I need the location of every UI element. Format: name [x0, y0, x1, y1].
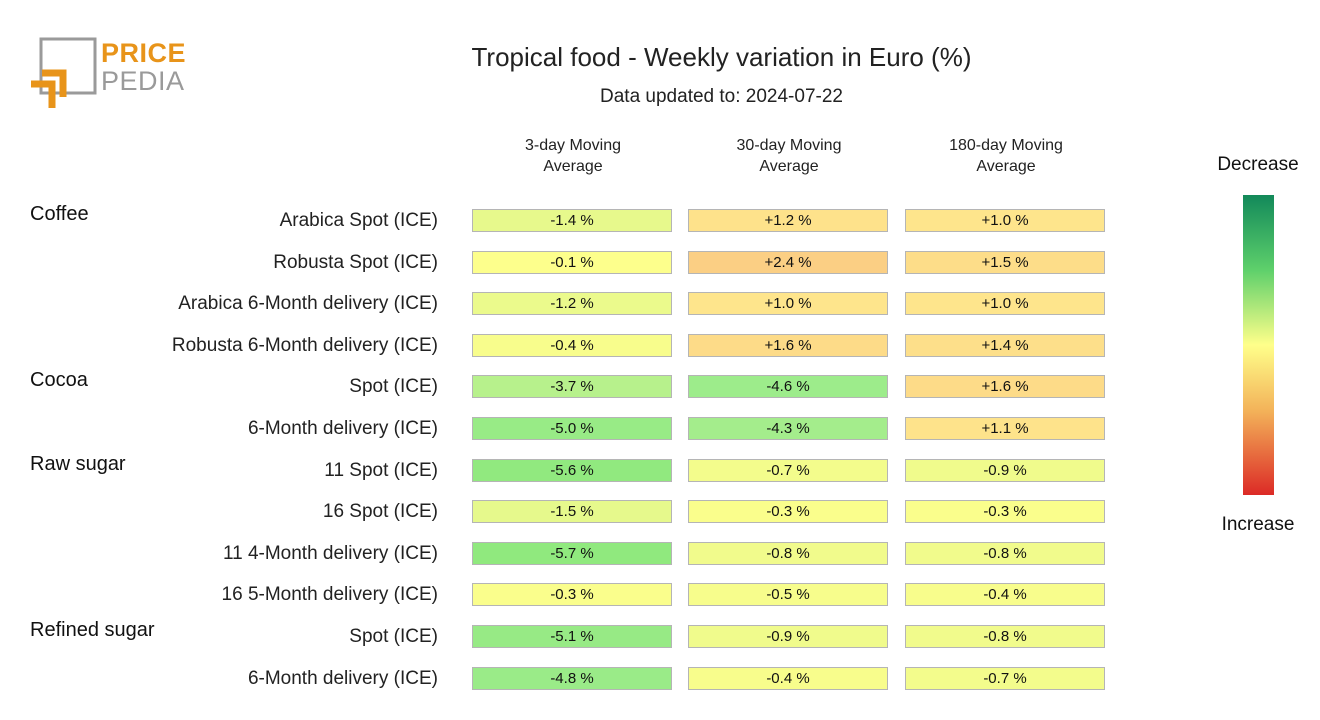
- group-label: Refined sugar: [30, 619, 155, 641]
- value-cell: -5.6 %: [472, 458, 672, 482]
- value-cell: -1.4 %: [472, 209, 672, 232]
- value-cell: -5.0 %: [472, 417, 672, 440]
- value-cell: -0.9 %: [905, 458, 1105, 482]
- value-cell: -1.2 %: [472, 292, 672, 316]
- column-header-line: Average: [976, 158, 1036, 175]
- value-cell: -0.7 %: [688, 458, 888, 482]
- group-label: Coffee: [30, 203, 89, 225]
- value-cell: -0.3 %: [688, 500, 888, 524]
- value-cell: -1.5 %: [472, 500, 672, 524]
- row-label: 11 4-Month delivery (ICE): [222, 542, 438, 564]
- row-label: Arabica 6-Month delivery (ICE): [178, 293, 438, 315]
- value-cell: -0.1 %: [472, 250, 672, 274]
- column-header: 180-day Moving Average: [905, 135, 1107, 177]
- value-cell: -5.7 %: [472, 541, 672, 565]
- column-header-line: 3-day Moving: [524, 137, 622, 154]
- pricepedia-logo: PRICE PEDIA: [28, 36, 198, 112]
- value-cell: +1.0 %: [905, 209, 1105, 232]
- value-cell: -0.9 %: [688, 625, 888, 648]
- value-cell: -4.6 %: [688, 375, 888, 399]
- column-header-line: Average: [759, 158, 819, 175]
- logo-mark: [31, 37, 97, 108]
- column-header-line: 30-day Moving: [736, 137, 842, 154]
- row-label: Arabica Spot (ICE): [279, 210, 438, 231]
- value-cell: -3.7 %: [472, 375, 672, 399]
- value-cell: +1.5 %: [905, 250, 1105, 274]
- logo-word-pedia: PEDIA: [101, 66, 185, 96]
- column-header: 30-day Moving Average: [688, 135, 890, 177]
- row-label: 6-Month delivery (ICE): [247, 418, 438, 439]
- row-label: 16 5-Month delivery (ICE): [221, 584, 438, 606]
- value-cell: +1.6 %: [688, 333, 888, 357]
- chart-title: Tropical food - Weekly variation in Euro…: [471, 42, 972, 72]
- row-label: Spot (ICE): [349, 626, 438, 647]
- color-scale-bar: [1243, 195, 1274, 495]
- row-label: 16 Spot (ICE): [322, 501, 438, 523]
- value-cell: -0.8 %: [905, 625, 1105, 648]
- row-label: Robusta Spot (ICE): [273, 251, 438, 273]
- value-cell: +1.0 %: [905, 292, 1105, 316]
- row-label: 6-Month delivery (ICE): [247, 667, 438, 689]
- value-cell: -0.4 %: [472, 333, 672, 357]
- value-cell: -4.8 %: [472, 666, 672, 690]
- value-cell: -0.3 %: [905, 500, 1105, 524]
- value-cell: +1.4 %: [905, 333, 1105, 357]
- value-cell: -0.3 %: [472, 583, 672, 607]
- row-label: Spot (ICE): [349, 376, 438, 398]
- legend-decrease-label: Decrease: [1217, 154, 1299, 175]
- value-cell: -0.7 %: [905, 666, 1105, 690]
- chart-subtitle: Data updated to: 2024-07-22: [600, 86, 843, 107]
- value-cell: -0.8 %: [688, 541, 888, 565]
- value-cell: +2.4 %: [688, 250, 888, 274]
- row-label: 11 Spot (ICE): [324, 459, 438, 481]
- value-cell: -4.3 %: [688, 417, 888, 440]
- value-cell: +1.1 %: [905, 417, 1105, 440]
- group-label: Raw sugar: [30, 452, 126, 475]
- column-header-line: 180-day Moving: [949, 137, 1063, 154]
- column-header-line: Average: [543, 158, 603, 175]
- value-cell: +1.6 %: [905, 375, 1105, 399]
- value-cell: +1.0 %: [688, 292, 888, 316]
- value-cell: -0.4 %: [688, 666, 888, 690]
- group-label: Cocoa: [30, 369, 88, 392]
- logo-word-price: PRICE: [101, 38, 187, 68]
- value-cell: -5.1 %: [472, 625, 672, 648]
- value-cell: -0.4 %: [905, 583, 1105, 607]
- column-header: 3-day Moving Average: [472, 135, 674, 177]
- value-cell: -0.8 %: [905, 541, 1105, 565]
- row-label: Robusta 6-Month delivery (ICE): [171, 334, 438, 356]
- value-cell: -0.5 %: [688, 583, 888, 607]
- legend-increase-label: Increase: [1221, 514, 1295, 535]
- value-cell: +1.2 %: [688, 209, 888, 232]
